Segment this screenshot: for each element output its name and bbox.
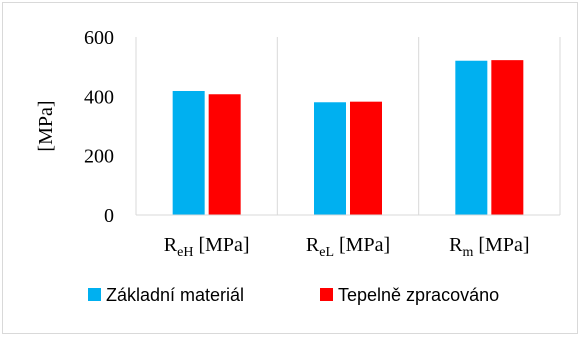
x-category-labels: ReH [MPa] ReL [MPa] Rm [MPa] bbox=[164, 234, 530, 260]
legend-swatch bbox=[88, 288, 101, 301]
bar bbox=[172, 90, 205, 215]
bar bbox=[208, 94, 241, 215]
bar bbox=[350, 101, 382, 215]
legend-swatch bbox=[320, 288, 333, 301]
x-category-label: ReL [MPa] bbox=[306, 234, 390, 260]
y-tick-label: 200 bbox=[84, 146, 114, 168]
legend: Základní materiál Tepelně zpracováno bbox=[88, 285, 499, 305]
y-axis-title: [MPa] bbox=[35, 100, 57, 151]
y-tick-label: 400 bbox=[84, 86, 114, 108]
bar bbox=[491, 60, 524, 215]
grid-layer bbox=[135, 37, 561, 215]
legend-label: Tepelně zpracováno bbox=[338, 285, 499, 305]
x-category-label: ReH [MPa] bbox=[164, 234, 250, 260]
legend-label: Základní materiál bbox=[106, 285, 244, 305]
y-tick-labels: 0 200 400 600 bbox=[84, 27, 114, 227]
bars-layer bbox=[172, 60, 524, 215]
x-category-label: Rm [MPa] bbox=[449, 234, 529, 260]
bar bbox=[314, 102, 346, 215]
y-tick-label: 600 bbox=[84, 27, 114, 49]
y-tick-label: 0 bbox=[104, 205, 114, 227]
chart-frame bbox=[2, 2, 578, 334]
bar bbox=[455, 60, 488, 215]
